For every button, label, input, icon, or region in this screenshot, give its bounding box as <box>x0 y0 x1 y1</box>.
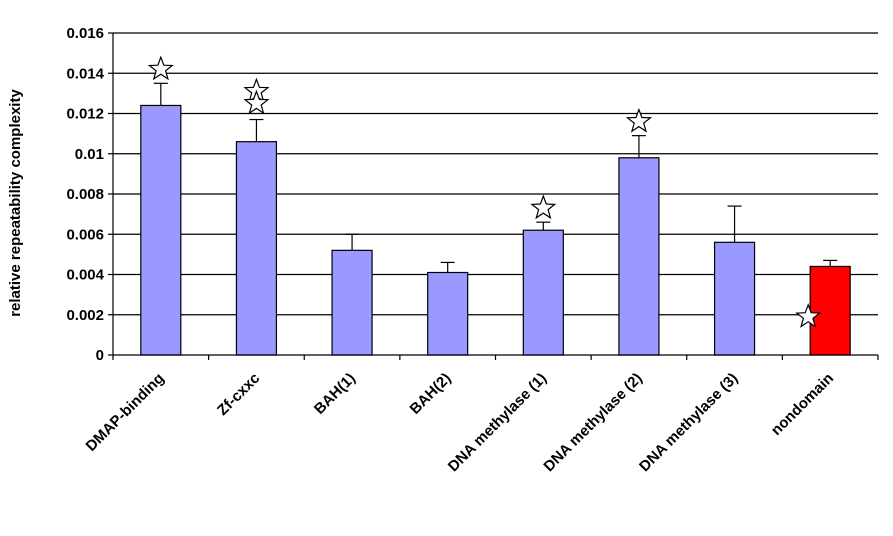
y-tick-label: 0.002 <box>66 307 104 324</box>
category-label: nondomain <box>768 370 837 439</box>
star-marker <box>795 303 822 328</box>
category-label: BAH(2) <box>407 370 455 418</box>
y-tick-label: 0.006 <box>66 226 104 243</box>
y-tick-label: 0.016 <box>66 25 104 42</box>
bar <box>809 265 851 356</box>
y-tick-label: 0.008 <box>66 186 104 203</box>
category-label: BAH(1) <box>311 370 359 418</box>
error-bars <box>153 82 838 273</box>
bar <box>140 104 182 356</box>
category-label: DMAP-binding <box>83 370 168 455</box>
y-tick-label: 0.012 <box>66 106 104 123</box>
star-marker <box>625 107 653 133</box>
bar <box>235 141 278 356</box>
category-label: DNA methylase (1) <box>445 370 550 475</box>
category-label: DNA methylase (3) <box>636 370 741 475</box>
category-label: Zf-cxxc <box>214 370 263 419</box>
bar <box>331 249 373 356</box>
y-tick-label: 0 <box>96 347 104 364</box>
y-tick-label: 0.01 <box>75 146 104 163</box>
bar <box>618 157 660 356</box>
star-marker <box>147 55 174 81</box>
bar <box>522 229 564 356</box>
gridlines <box>113 32 878 316</box>
bars <box>140 104 851 356</box>
bar <box>713 241 756 356</box>
y-axis-title: relative repeatability complexity <box>7 89 24 317</box>
y-tick-label: 0.004 <box>66 267 104 284</box>
category-label: DNA methylase (2) <box>540 370 645 475</box>
bar <box>427 271 469 356</box>
significance-stars <box>147 55 822 328</box>
y-tick-label: 0.014 <box>66 65 104 82</box>
star-marker <box>530 194 557 220</box>
axes <box>108 32 879 360</box>
star-marker <box>243 89 270 115</box>
